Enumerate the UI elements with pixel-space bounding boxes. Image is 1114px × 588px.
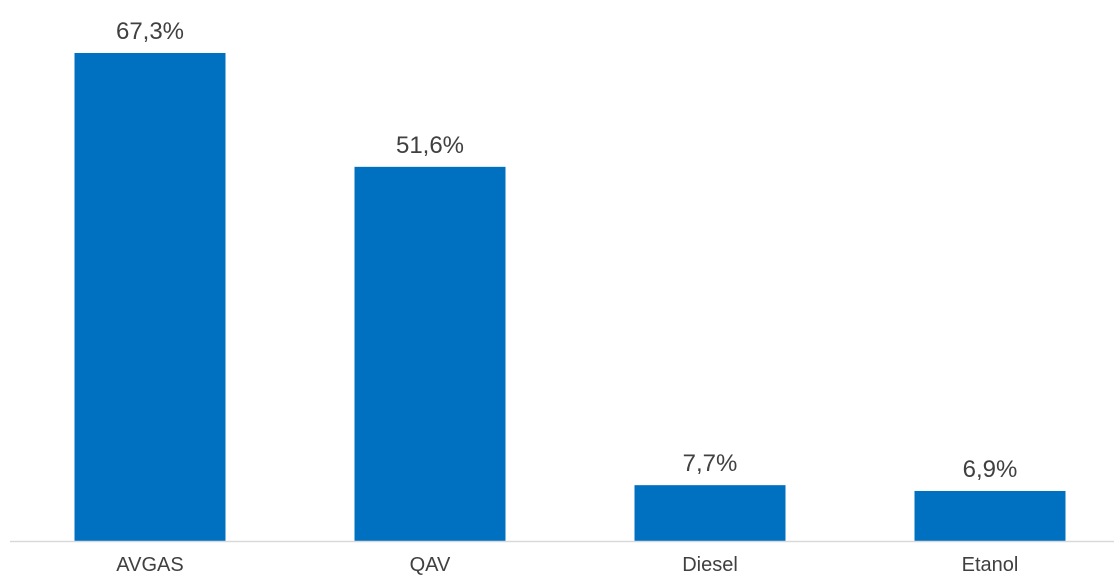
category-label-diesel: Diesel [682,554,738,576]
category-labels-layer: AVGAS QAV Diesel Etanol [116,554,1018,576]
category-label-avgas: AVGAS [116,554,183,576]
value-labels-layer: 67,3% 51,6% 7,7% 6,9% [116,18,1017,483]
value-label-avgas: 67,3% [116,18,184,45]
bar-diesel [634,485,786,541]
category-label-qav: QAV [410,554,451,576]
bar-qav [354,166,506,541]
bars-layer [74,53,1066,541]
bar-etanol [914,490,1066,541]
value-label-qav: 51,6% [396,132,464,159]
bar-avgas [74,53,226,541]
value-label-etanol: 6,9% [963,456,1018,483]
value-label-diesel: 7,7% [683,450,738,477]
category-label-etanol: Etanol [962,554,1019,576]
